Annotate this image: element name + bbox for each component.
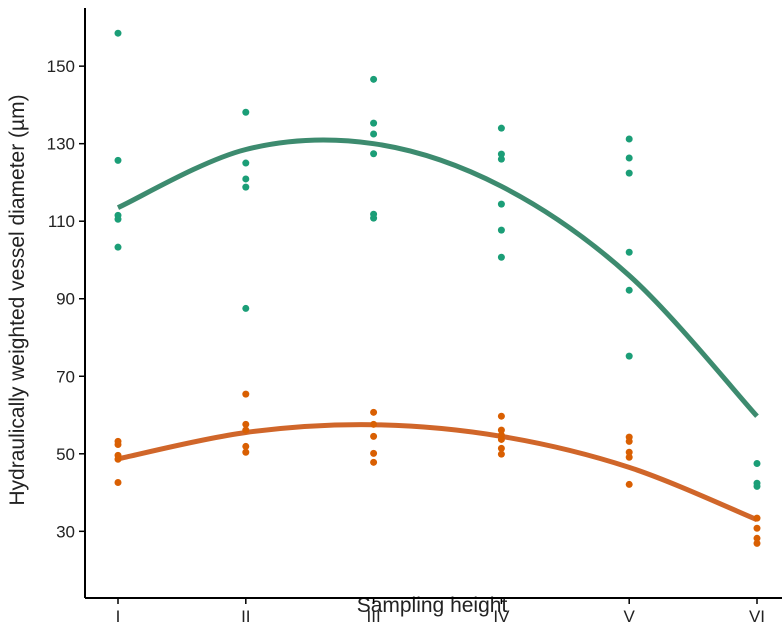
y-tick-label: 150 — [47, 57, 75, 76]
data-point — [497, 155, 505, 163]
data-point — [625, 154, 633, 162]
data-point — [625, 286, 633, 294]
y-tick-label: 50 — [56, 445, 75, 464]
data-point — [242, 442, 250, 450]
fit-curve — [116, 137, 759, 418]
data-point — [242, 108, 250, 116]
data-point — [753, 534, 761, 542]
x-tick-label: II — [241, 607, 250, 625]
data-point — [497, 200, 505, 208]
data-point — [753, 539, 761, 547]
data-point — [370, 458, 378, 466]
x-tick-label: V — [624, 607, 636, 625]
data-point — [242, 175, 250, 183]
data-point — [497, 435, 505, 443]
data-point — [114, 215, 122, 223]
data-point — [242, 304, 250, 312]
data-point — [370, 75, 378, 83]
data-point — [753, 514, 761, 522]
data-point — [625, 437, 633, 445]
data-point — [114, 156, 122, 164]
data-point — [497, 124, 505, 132]
data-point — [114, 478, 122, 486]
x-tick-label: III — [367, 607, 381, 625]
data-point — [370, 420, 378, 428]
data-point — [497, 412, 505, 420]
data-point — [753, 482, 761, 490]
data-point — [114, 455, 122, 463]
x-tick-label: I — [116, 607, 121, 625]
data-point — [497, 444, 505, 452]
data-point — [625, 480, 633, 488]
data-point — [242, 159, 250, 167]
data-point — [242, 448, 250, 456]
data-point — [114, 29, 122, 37]
data-point — [625, 169, 633, 177]
data-point — [497, 150, 505, 158]
data-point — [370, 130, 378, 138]
data-point — [370, 214, 378, 222]
y-tick-label: 70 — [56, 367, 75, 386]
data-point — [370, 119, 378, 127]
y-tick-label: 30 — [56, 522, 75, 541]
data-point — [370, 408, 378, 416]
data-point — [625, 248, 633, 256]
x-tick-label: VI — [749, 607, 765, 625]
data-point — [242, 183, 250, 191]
data-point — [625, 352, 633, 360]
data-point — [625, 135, 633, 143]
data-point — [114, 243, 122, 251]
data-point — [370, 449, 378, 457]
y-tick-label: 90 — [56, 290, 75, 309]
y-tick-label: 110 — [48, 212, 75, 231]
fit-curve — [117, 422, 758, 523]
data-point — [497, 226, 505, 234]
x-tick-label: IV — [493, 607, 510, 625]
x-axis-label: Sampling height — [357, 594, 508, 617]
y-tick-label: 130 — [47, 135, 75, 154]
data-point — [625, 448, 633, 456]
data-point — [370, 432, 378, 440]
data-point — [242, 420, 250, 428]
data-point — [625, 453, 633, 461]
data-point — [497, 450, 505, 458]
data-point — [753, 459, 761, 467]
data-point — [242, 426, 250, 434]
data-point — [370, 150, 378, 158]
data-point — [242, 390, 250, 398]
data-point — [497, 426, 505, 434]
data-point — [114, 440, 122, 448]
data-point — [753, 524, 761, 532]
data-point — [497, 253, 505, 261]
y-axis-label: Hydraulically weighted vessel diameter (… — [6, 94, 29, 505]
